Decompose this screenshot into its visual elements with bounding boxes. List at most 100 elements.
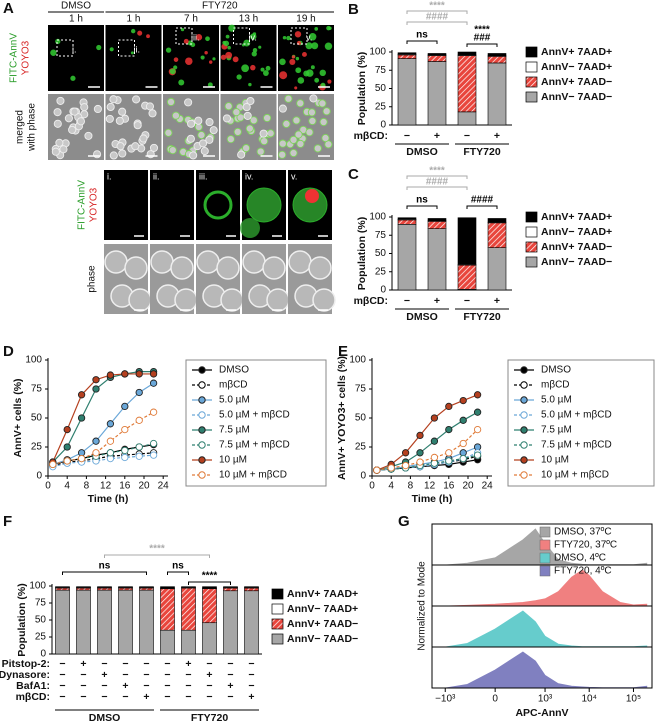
- cell: [116, 142, 125, 151]
- cell: [56, 96, 65, 105]
- significance: ****: [202, 571, 218, 582]
- legend-marker: [198, 471, 206, 479]
- stained-cell: [50, 49, 57, 56]
- data-point: [459, 416, 467, 424]
- zoom-cell: [288, 250, 312, 274]
- inset-marker: i.: [72, 44, 77, 54]
- cell: [76, 117, 85, 126]
- x-tick-label: 8: [408, 481, 414, 492]
- fluorescence-image: [48, 25, 104, 91]
- condition-label: FTY720: [202, 1, 238, 12]
- treatment-mark: −: [59, 669, 65, 681]
- cell: [145, 102, 155, 111]
- y-tick-label: 75: [35, 598, 47, 609]
- legend-marker: [198, 426, 206, 434]
- bar-segment: [97, 589, 112, 655]
- legend-label: AnnV− 7AAD+: [287, 603, 358, 615]
- inset-label: ii.: [153, 171, 160, 181]
- stained-cell: [204, 51, 208, 55]
- significance-bracket: [104, 554, 210, 558]
- significance-bracket: [466, 43, 498, 47]
- data-point: [121, 370, 129, 378]
- legend-box: [507, 359, 655, 487]
- data-point: [430, 437, 439, 445]
- data-point: [135, 416, 143, 424]
- legend-box: [185, 359, 327, 487]
- data-point: [106, 437, 115, 445]
- data-point: [149, 379, 158, 387]
- time-label: 1 h: [127, 14, 141, 25]
- cell: [289, 135, 298, 144]
- legend-marker: [198, 396, 206, 404]
- cell: [266, 129, 275, 138]
- treatment-mark: −: [122, 669, 128, 681]
- data-point: [63, 443, 71, 451]
- bar-segment: [97, 586, 112, 588]
- cell: [237, 150, 246, 159]
- bar-segment: [244, 587, 259, 592]
- legend-label: AnnV+ 7AAD−: [287, 618, 358, 630]
- y-axis-label: AnnV+ YOYO3+ cells (%): [336, 356, 348, 480]
- cell: [133, 121, 142, 130]
- stained-cell: [96, 44, 102, 51]
- bar-segment: [118, 589, 133, 655]
- x-tick-label: 16: [119, 481, 131, 492]
- treatment-mark: −: [464, 130, 470, 142]
- treatment-mark: +: [143, 691, 149, 703]
- bar-segment: [427, 55, 447, 62]
- treatment-mark: −: [80, 680, 86, 692]
- bar-segment: [487, 247, 507, 291]
- legend-label: FTY720, 4ºC: [554, 566, 612, 577]
- zoom-cell: [170, 256, 194, 280]
- bar-segment: [244, 590, 259, 655]
- inset-box: [56, 39, 74, 57]
- stained-cell: [302, 52, 307, 57]
- cell: [64, 114, 73, 123]
- y-tick-label: 100: [369, 212, 386, 223]
- bar-segment: [487, 62, 507, 126]
- stained-cell: [227, 45, 231, 50]
- x-axis-label: Time (h): [412, 493, 453, 505]
- y-tick-label: 50: [375, 83, 387, 94]
- bar-segment: [223, 590, 238, 655]
- data-point: [459, 396, 467, 405]
- legend-label: DMSO: [219, 365, 249, 376]
- inset-label: v.: [291, 171, 297, 181]
- legend-swatch: [525, 256, 538, 268]
- stained-cell: [70, 75, 76, 81]
- cell: [187, 119, 196, 128]
- panel-label: F: [3, 513, 12, 530]
- cell: [243, 111, 252, 120]
- treatment-label: mβCD:: [354, 130, 388, 142]
- significance: ####: [426, 177, 449, 188]
- treatment-mark: −: [101, 691, 107, 703]
- zoom-fluorescence: [104, 170, 148, 240]
- cell: [296, 99, 305, 108]
- y-tick-label: 50: [31, 413, 43, 424]
- y-tick-label: 0: [40, 649, 46, 660]
- treatment-mark: +: [122, 680, 128, 692]
- x-tick-label: 16: [443, 481, 455, 492]
- legend-marker: [198, 381, 206, 389]
- stain-label: FITC-AnnV: [77, 180, 88, 230]
- significance-bracket: [406, 40, 438, 44]
- cell: [109, 151, 118, 160]
- cell: [55, 138, 64, 147]
- x-tick-label: 20: [138, 481, 150, 492]
- zoom-cell: [174, 288, 198, 312]
- bar-segment: [397, 58, 417, 126]
- treatment-mark: −: [248, 680, 254, 692]
- x-tick-label: 10⁵: [626, 694, 641, 705]
- bar-segment: [76, 586, 91, 588]
- plot-frame: [431, 523, 653, 689]
- stained-cell: [251, 51, 257, 57]
- legend-label: 5.0 µM: [219, 395, 250, 406]
- cell: [289, 148, 298, 158]
- treatment-mark: −: [227, 669, 233, 681]
- legend-label: AnnV− 7AAD+: [541, 226, 612, 238]
- bar-segment: [181, 586, 196, 588]
- y-tick-label: 25: [31, 442, 43, 453]
- y-axis-label: Normalized to Mode: [417, 561, 428, 651]
- cell: [321, 134, 330, 143]
